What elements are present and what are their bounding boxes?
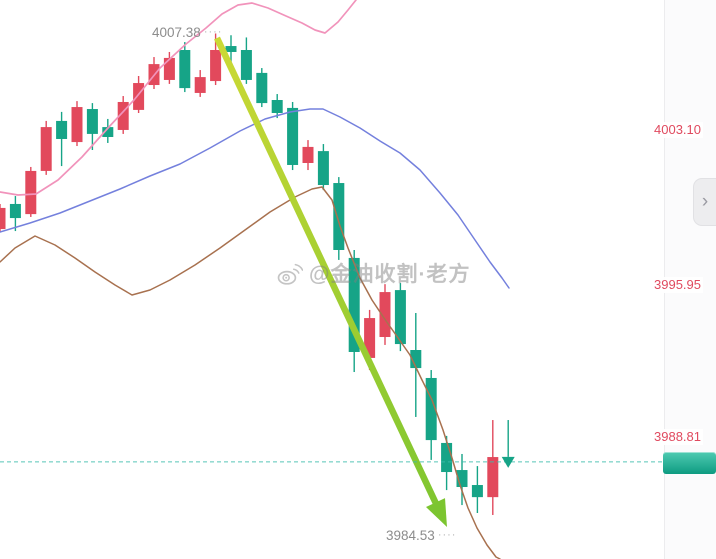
candle xyxy=(317,151,329,186)
high-price-value: 4007.38 xyxy=(152,25,201,40)
down-arrow-head xyxy=(426,498,447,527)
low-price-value: 3984.53 xyxy=(386,528,435,543)
current-price-tag xyxy=(663,452,716,474)
candle xyxy=(225,46,237,52)
candle xyxy=(379,292,391,338)
candle xyxy=(0,207,6,230)
high-price-annotation: 4007.38 ···· xyxy=(152,25,222,40)
candle xyxy=(210,50,222,82)
axis-price-label: 3995.95 xyxy=(652,277,703,293)
candle xyxy=(394,290,406,345)
panel-expand-tab[interactable]: › xyxy=(693,178,716,226)
candle xyxy=(441,442,453,473)
candle xyxy=(179,50,191,89)
candle xyxy=(364,318,376,358)
axis-price-label: 3988.81 xyxy=(652,429,703,445)
candle xyxy=(86,109,98,134)
candle xyxy=(56,120,68,139)
ma-line-upper-band-pink xyxy=(0,0,357,196)
candle xyxy=(240,50,252,80)
candle xyxy=(271,100,283,113)
candle xyxy=(471,485,483,498)
candle xyxy=(102,127,114,138)
candle xyxy=(302,146,314,163)
price-axis: 4003.10 3995.95 3988.81 xyxy=(652,0,716,559)
candle xyxy=(194,77,206,93)
chevron-right-icon: › xyxy=(701,191,709,212)
candle xyxy=(117,101,129,130)
down-arrow-shaft xyxy=(214,36,443,513)
candle xyxy=(163,57,175,80)
axis-price-label: 4003.10 xyxy=(652,122,703,138)
candle xyxy=(456,470,468,488)
candle xyxy=(333,183,345,250)
current-price-marker xyxy=(501,456,515,468)
candle xyxy=(348,257,360,352)
low-price-annotation: 3984.53 ···· xyxy=(386,528,456,543)
annotation-dot-trail: ···· xyxy=(203,26,223,38)
candle xyxy=(425,377,437,441)
candle xyxy=(256,72,268,104)
candle xyxy=(9,203,21,219)
ma-line-lower-band-brown xyxy=(0,186,501,559)
candle xyxy=(487,457,499,498)
candle xyxy=(40,127,52,171)
candle xyxy=(71,107,83,143)
candle xyxy=(410,350,422,369)
candle xyxy=(287,107,299,165)
ma-line-middle-band-blue xyxy=(0,108,510,289)
candle xyxy=(25,170,37,215)
candle xyxy=(133,83,145,110)
annotation-dot-trail: ···· xyxy=(437,529,457,541)
